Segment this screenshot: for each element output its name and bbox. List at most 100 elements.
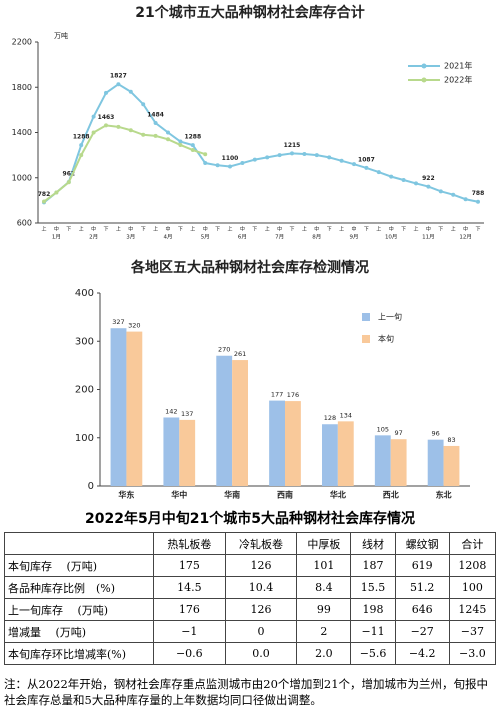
table-cell: 15.5 [350, 576, 396, 599]
x-tick-label: 中 [203, 226, 208, 233]
table-cell: −11 [350, 620, 396, 643]
value-label: 97 [395, 429, 403, 437]
month-label: 1月 [52, 234, 61, 241]
point [228, 164, 232, 169]
value-label: 782 [38, 191, 51, 198]
x-tick-label: 下 [438, 227, 443, 233]
point [79, 143, 84, 148]
table-title: 2022年5月中旬21个城市5大品种钢材社会库存情况 [85, 511, 415, 527]
note: 注：从2022年开始，钢材社会库存重点监测城市由20个增加到21个，增加城市为兰… [4, 677, 489, 707]
point [166, 130, 170, 135]
table-cell: 99 [296, 598, 352, 621]
point [290, 151, 294, 156]
month-label: 4月 [164, 234, 173, 241]
point [104, 90, 108, 95]
point [141, 132, 146, 137]
table-cell: 0 [224, 620, 298, 643]
value-label: 788 [472, 190, 485, 197]
table-cell: 上一旬库存 (万吨) [4, 598, 154, 621]
table-cell: 增减量 (万吨) [4, 620, 154, 643]
x-tick-label: 上 [302, 226, 307, 233]
y-tick-label: 2200 [12, 38, 32, 47]
table-cell: 175 [153, 554, 226, 577]
bar [163, 417, 180, 486]
point [190, 148, 195, 153]
value-label: 327 [112, 318, 124, 326]
value-label: 105 [377, 425, 389, 433]
table-row: 各品种库存比例 (%) 14.5 10.4 8.4 15.5 51.2 100 [4, 576, 497, 599]
header-cell: 中厚板 [296, 532, 352, 555]
point [339, 158, 344, 163]
table-cell: 51.2 [394, 576, 450, 599]
charts: 21个城市五大品种钢材社会库存合计万吨6001000140018002200上中… [12, 4, 485, 500]
point [203, 152, 208, 157]
x-tick-label: 下 [327, 227, 332, 233]
x-tick-label: 中 [389, 226, 394, 233]
table-cell: −27 [394, 620, 450, 643]
point [79, 153, 84, 158]
month-label: 3月 [126, 234, 135, 241]
y-tick-label: 300 [75, 336, 94, 347]
table-cell: 本旬库存 (万吨) [4, 554, 154, 577]
month-label: 7月 [275, 234, 284, 241]
x-tick-label: 上 [153, 226, 158, 233]
table-row: 增减量 (万吨) −1 0 2 −11 −27 −37 [4, 620, 497, 643]
value-label: 137 [181, 410, 193, 418]
value-label: 962 [63, 171, 76, 178]
table-cell: 10.4 [224, 576, 298, 599]
month-label: 2月 [89, 234, 98, 241]
header-cell: 冷轧板卷 [224, 532, 298, 555]
y-tick-label: 0 [88, 481, 94, 492]
table-cell: 646 [394, 598, 450, 621]
month-label: 12月 [459, 234, 472, 241]
x-tick-label: 中 [54, 226, 59, 233]
x-tick-label: 下 [364, 227, 369, 233]
x-tick-label: 华东 [118, 490, 134, 500]
value-label: 83 [447, 436, 455, 444]
x-tick-label: 上 [116, 226, 121, 233]
table-cell: −37 [448, 620, 497, 643]
point [476, 199, 480, 204]
bar [427, 439, 444, 486]
header-row: 热轧板卷 冷轧板卷 中厚板 线材 螺纹钢 合计 [4, 532, 497, 555]
point [153, 120, 158, 125]
point [190, 143, 195, 148]
stock-table: 热轧板卷 冷轧板卷 中厚板 线材 螺纹钢 合计 本旬库存 (万吨) 175 126 101 187 6… [4, 532, 497, 665]
bar [374, 435, 391, 486]
chart-title: 各地区五大品种钢材社会库存检测情况 [130, 259, 369, 276]
x-tick-label: 上 [413, 226, 418, 233]
table-cell: 14.5 [153, 576, 226, 599]
x-tick-label: 下 [401, 227, 406, 233]
series-line [43, 124, 206, 203]
x-tick-label: 上 [339, 226, 344, 233]
legend-label: 上一旬 [378, 312, 402, 322]
table-cell: −5.6 [350, 642, 396, 665]
series-line [43, 83, 479, 204]
bar [390, 439, 407, 486]
header-cell: 线材 [350, 532, 396, 555]
table-cell: 619 [394, 554, 450, 577]
x-tick-label: 上 [265, 226, 270, 233]
month-label: 10月 [385, 234, 398, 241]
point [240, 161, 245, 166]
table-cell: −1 [153, 620, 226, 643]
y-tick-label: 100 [75, 433, 94, 444]
table-cell: 198 [350, 598, 396, 621]
bar [337, 421, 354, 486]
bar [126, 331, 143, 486]
legend-label: 2022年 [444, 75, 472, 85]
table-cell: 0.0 [224, 642, 298, 665]
legend-label: 本旬 [378, 334, 394, 344]
point [376, 170, 381, 175]
x-tick-label: 西北 [383, 490, 399, 500]
point [401, 178, 406, 183]
value-label: 922 [422, 175, 435, 182]
table-cell: 187 [350, 554, 396, 577]
table-cell: 1245 [448, 598, 497, 621]
table-row: 本旬库存 (万吨) 175 126 101 187 619 1208 [4, 554, 497, 577]
point [302, 151, 307, 156]
point [203, 161, 208, 166]
table-cell: −4.2 [394, 642, 450, 665]
x-tick-label: 上 [451, 226, 456, 233]
point [178, 139, 183, 144]
